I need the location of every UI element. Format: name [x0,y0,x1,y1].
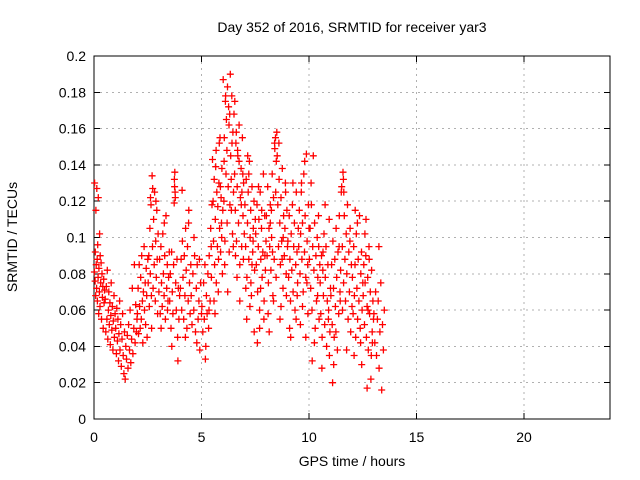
chart-title: Day 352 of 2016, SRMTID for receiver yar… [217,19,486,35]
scatter-points-series [90,70,388,394]
x-tick-label: 20 [516,429,532,445]
y-tick-label: 0.04 [59,338,86,354]
x-tick-label: 5 [198,429,206,445]
y-tick-label: 0.02 [59,375,86,391]
y-tick-label: 0.14 [59,157,86,173]
tick-labels: 0 5 10 15 20 0 0.02 0.04 0.06 0.08 0.1 0.12 0.14 0.16… [59,48,532,445]
y-tick-label: 0.1 [67,230,87,246]
x-tick-label: 10 [301,429,317,445]
x-tick-label: 15 [409,429,425,445]
y-tick-label: 0.16 [59,121,86,137]
x-axis-label: GPS time / hours [299,453,406,469]
y-tick-label: 0.08 [59,266,86,282]
y-tick-label: 0 [78,411,86,427]
data-point-markers [90,70,388,394]
y-tick-label: 0.18 [59,84,86,100]
y-tick-label: 0.2 [67,48,87,64]
y-axis-label: SRMTID / TECUs [4,182,20,292]
x-tick-label: 0 [90,429,98,445]
y-tick-label: 0.06 [59,302,86,318]
plot-border [93,55,611,420]
grid-lines [94,56,610,419]
y-tick-label: 0.12 [59,193,86,209]
